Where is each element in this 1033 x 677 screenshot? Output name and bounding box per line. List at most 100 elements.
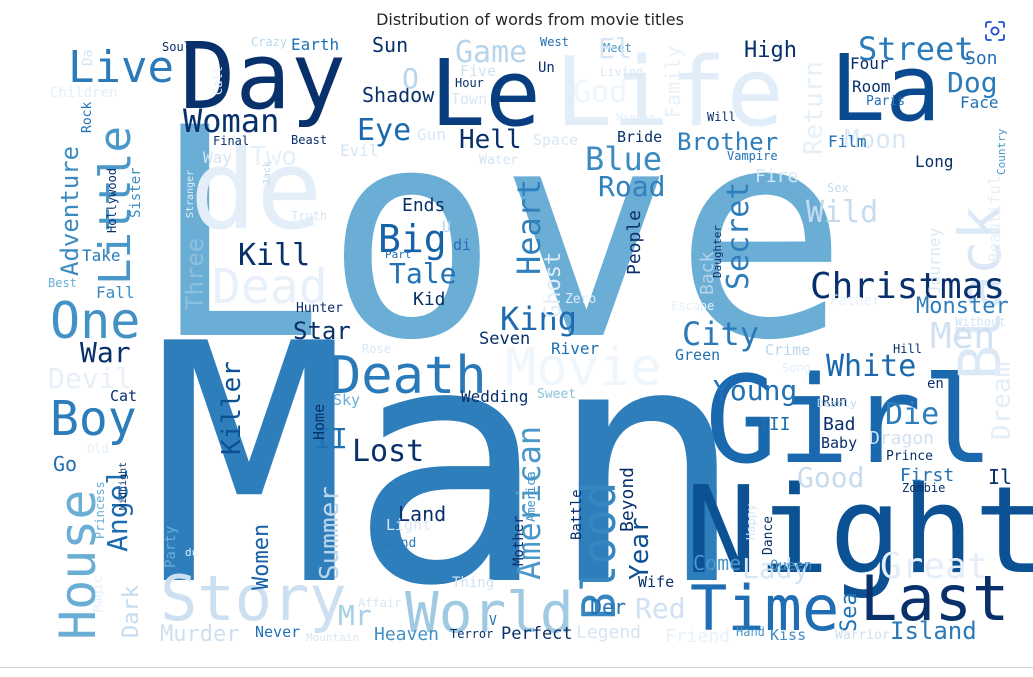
word-midnight: Midnight <box>118 462 129 510</box>
word-beautiful: Beautiful <box>985 175 1004 262</box>
word-mountain: Mountain <box>306 631 359 644</box>
word-meet: Meet <box>603 41 632 55</box>
word-o: O <box>402 62 419 95</box>
word-children: Children <box>50 85 117 101</box>
word-thing: Thing <box>452 575 494 591</box>
divider <box>0 667 1033 668</box>
focus-mode-button[interactable] <box>984 20 1006 42</box>
word-stranger: Stranger <box>185 170 196 218</box>
word-call: Call <box>211 66 225 95</box>
word-home: Home <box>310 404 328 440</box>
word-sun: Sun <box>372 33 408 57</box>
word-son: Son <box>965 48 998 69</box>
word-beast: Beast <box>291 133 327 147</box>
word-gun: Gun <box>417 125 446 144</box>
word-land: Land <box>398 502 446 526</box>
word-cat: Cat <box>110 387 137 405</box>
word-story: Story <box>160 562 347 635</box>
word-da: Da <box>80 49 96 66</box>
word-mr: Mr <box>338 599 372 632</box>
word-island: Island <box>890 617 977 645</box>
word-father: Father <box>830 293 881 309</box>
word-devil: Devil <box>48 362 132 395</box>
word-blue: Blue <box>585 140 662 178</box>
word-game: Game <box>455 35 527 70</box>
word-el: El <box>598 32 632 65</box>
word-moon: Moon <box>844 125 907 155</box>
word-warrior: Warrior <box>835 628 890 643</box>
word-seven: Seven <box>479 329 530 349</box>
word-iii: III <box>758 414 791 435</box>
word-le: Le <box>430 40 541 147</box>
word-town: Town <box>451 90 487 108</box>
word-die: Die <box>885 397 939 432</box>
word-winter: Winter <box>616 111 656 124</box>
word-magic: Magic <box>91 576 105 612</box>
word-de: de <box>190 126 322 254</box>
word-return: Return <box>799 61 829 155</box>
word-road: Road <box>598 170 665 203</box>
word-v: V <box>489 614 497 629</box>
word-face: Face <box>960 93 999 112</box>
word-evil: Evil <box>340 141 379 160</box>
word-final: Final <box>213 134 249 148</box>
word-wedding: Wedding <box>461 387 528 406</box>
word-dog: Dog <box>947 66 998 99</box>
focus-icon <box>985 21 1005 41</box>
word-man: Man <box>150 274 746 658</box>
word-night: Night <box>685 462 1033 601</box>
word-dead: Dead <box>212 259 328 315</box>
word-mother: Mother <box>511 515 527 566</box>
word-dream: Dream <box>987 362 1017 440</box>
word-jack: Jack <box>262 161 273 185</box>
word-kiss: Kiss <box>770 626 806 644</box>
word-sister: Sister <box>128 167 144 218</box>
word-star: Star <box>293 317 351 345</box>
word-kid: Kid <box>413 289 446 310</box>
word-big: Big <box>378 217 447 261</box>
word-live: Live <box>68 42 174 93</box>
word-adventure: Adventure <box>56 146 84 276</box>
word-der: Der <box>590 595 626 619</box>
word-young: Young <box>713 374 797 407</box>
word-crime: Crime <box>765 341 810 359</box>
word-god: God <box>573 75 627 110</box>
word-soul: Soul <box>162 40 191 54</box>
word-room: Room <box>852 77 891 96</box>
word-zombie: Zombie <box>902 481 945 495</box>
word-heart: Heart <box>510 179 548 275</box>
word-take: Take <box>82 246 121 265</box>
word-boy: Boy <box>50 391 137 447</box>
word-hunter: Hunter <box>296 301 343 316</box>
word-year: Year <box>625 517 655 580</box>
word-hill: Hill <box>893 342 922 356</box>
word-princess: Princess <box>93 481 107 539</box>
word-water: Water <box>479 153 518 168</box>
word-will: Will <box>707 110 736 124</box>
word-prince: Prince <box>886 449 933 464</box>
word-shadow: Shadow <box>362 83 435 107</box>
word-american: American <box>510 426 548 580</box>
word-sex: Sex <box>827 181 849 195</box>
word-deadly: Deadly <box>817 397 857 410</box>
word-blood: Blood <box>572 482 626 620</box>
word-green: Green <box>675 346 720 364</box>
word-lost: Lost <box>352 434 424 469</box>
word-life: Life <box>555 38 784 148</box>
word-best: Best <box>48 276 77 290</box>
word-west: West <box>540 35 569 49</box>
word-people: People <box>624 210 645 275</box>
word-light: Light <box>386 516 431 534</box>
word-il: Il <box>988 465 1012 489</box>
word-house: House <box>49 489 107 640</box>
word-u: U <box>442 218 451 236</box>
word-happy: Happy <box>744 504 758 540</box>
word-fall: Fall <box>96 283 135 302</box>
word-hour: Hour <box>455 76 484 90</box>
word-ends: Ends <box>402 195 445 216</box>
word-crazy: Crazy <box>251 35 287 49</box>
word-baby: Baby <box>821 434 857 452</box>
chart-title: Distribution of words from movie titles <box>376 10 684 29</box>
word-brother: Brother <box>677 128 778 156</box>
